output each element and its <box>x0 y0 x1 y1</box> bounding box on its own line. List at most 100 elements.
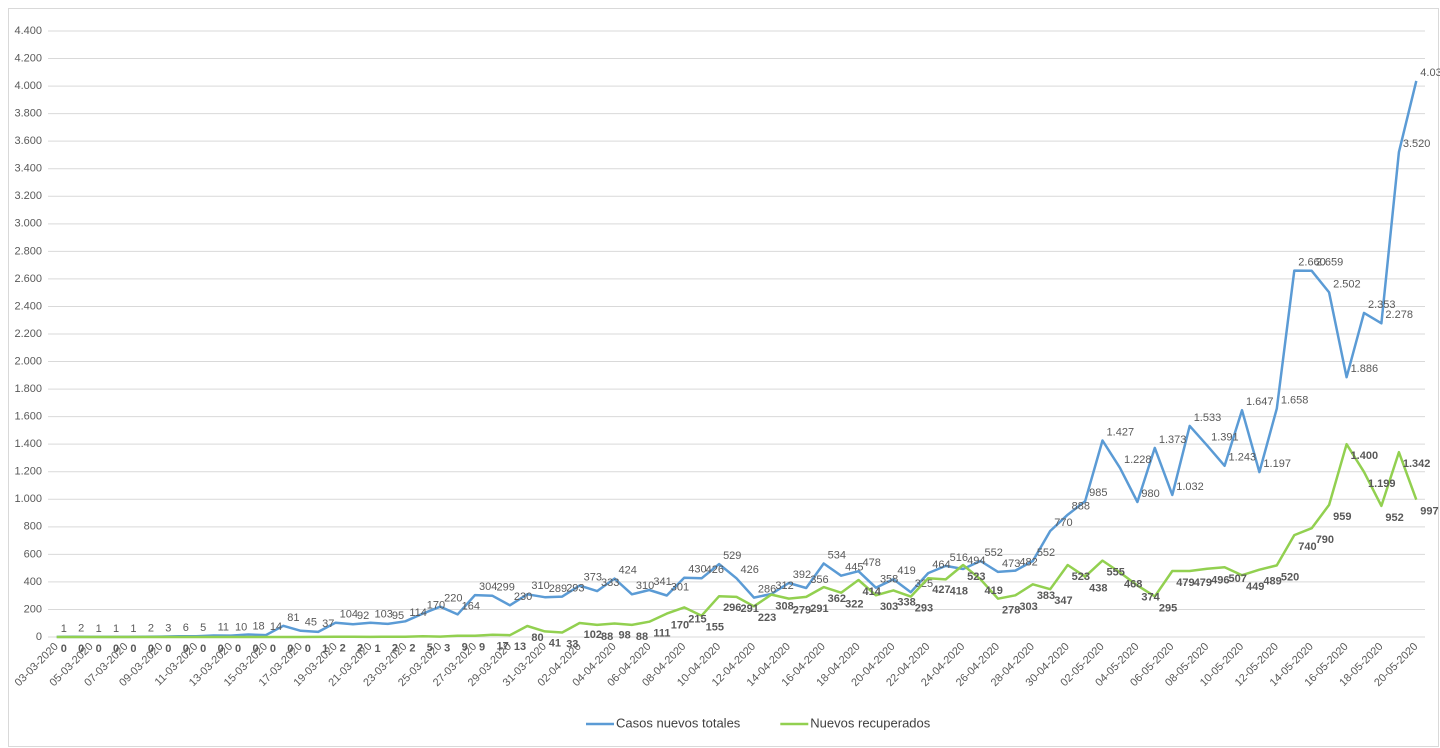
data-label: 356 <box>810 574 828 586</box>
data-label: 1 <box>322 643 328 655</box>
data-label: 164 <box>462 600 480 612</box>
y-tick-label: 3.000 <box>14 218 42 230</box>
data-label: 1.373 <box>1159 434 1187 446</box>
data-label: 304 <box>479 581 497 593</box>
data-label: 303 <box>880 601 898 613</box>
data-label: 114 <box>409 607 427 619</box>
data-label: 496 <box>1211 575 1229 587</box>
legend-label: Casos nuevos totales <box>616 715 741 730</box>
data-label: 308 <box>775 600 793 612</box>
data-label: 293 <box>566 583 584 595</box>
y-tick-label: 3.400 <box>14 163 42 175</box>
data-label: 740 <box>1298 541 1316 553</box>
y-tick-label: 400 <box>24 576 42 588</box>
data-label: 373 <box>584 572 602 584</box>
data-label: 473 <box>1002 558 1020 570</box>
data-label: 464 <box>932 559 950 571</box>
data-label: 2 <box>392 643 398 655</box>
data-label: 516 <box>950 552 968 564</box>
data-label: 2.278 <box>1385 309 1413 321</box>
data-label: 2.502 <box>1333 278 1361 290</box>
data-label: 479 <box>1176 577 1194 589</box>
data-label: 523 <box>967 571 985 583</box>
data-label: 520 <box>1281 571 1299 583</box>
data-label: 347 <box>1054 595 1072 607</box>
data-label: 310 <box>636 580 654 592</box>
data-label: 426 <box>741 564 759 576</box>
data-label: 1.886 <box>1351 363 1379 375</box>
data-label: 295 <box>1159 602 1177 614</box>
data-label: 0 <box>183 643 189 655</box>
data-label: 419 <box>897 565 915 577</box>
data-label: 2 <box>357 643 363 655</box>
data-label: 92 <box>357 610 369 622</box>
data-label: 1.342 <box>1403 458 1431 470</box>
data-label: 534 <box>828 549 846 561</box>
y-tick-label: 1.600 <box>14 411 42 423</box>
y-tick-label: 200 <box>24 603 42 615</box>
data-label: 2 <box>78 623 84 635</box>
data-label: 419 <box>985 585 1003 597</box>
data-label: 0 <box>96 643 102 655</box>
data-label: 1.032 <box>1176 481 1204 493</box>
series-line <box>56 80 1418 639</box>
data-label: 952 <box>1385 512 1403 524</box>
data-label: 426 <box>706 564 724 576</box>
data-label: 980 <box>1141 488 1159 500</box>
y-tick-label: 0 <box>36 631 42 643</box>
data-label: 2 <box>148 623 154 635</box>
y-tick-label: 4.400 <box>14 25 42 37</box>
data-label: 215 <box>688 613 706 625</box>
y-tick-label: 1.800 <box>14 383 42 395</box>
data-label: 1 <box>113 623 119 635</box>
data-label: 2.660 <box>1298 257 1326 269</box>
data-label: 9 <box>462 642 468 654</box>
data-label: 17 <box>496 641 508 653</box>
data-label: 507 <box>1229 573 1247 585</box>
data-label: 98 <box>618 629 630 641</box>
data-label: 1.228 <box>1124 454 1152 466</box>
data-label: 95 <box>392 610 404 622</box>
data-label: 424 <box>618 565 636 577</box>
data-label: 427 <box>932 584 950 596</box>
data-label: 478 <box>863 557 881 569</box>
data-label: 9 <box>479 642 485 654</box>
data-label: 333 <box>601 577 619 589</box>
data-label: 296 <box>723 602 741 614</box>
series-line <box>56 442 1418 639</box>
data-label: 170 <box>671 619 689 631</box>
data-label: 1.199 <box>1368 478 1396 490</box>
data-label: 0 <box>61 643 67 655</box>
data-label: 111 <box>653 628 670 640</box>
data-label: 102 <box>584 629 602 641</box>
data-label: 291 <box>810 603 828 615</box>
data-label: 45 <box>305 617 317 629</box>
data-label: 552 <box>985 547 1003 559</box>
data-label: 2.353 <box>1368 299 1396 311</box>
data-label: 1.427 <box>1107 426 1135 438</box>
data-label: 0 <box>200 643 206 655</box>
data-label: 468 <box>1124 578 1142 590</box>
y-tick-label: 2.000 <box>14 355 42 367</box>
y-tick-label: 1.200 <box>14 466 42 478</box>
data-label: 286 <box>758 584 776 596</box>
data-label: 374 <box>1141 591 1160 603</box>
data-label: 529 <box>723 550 741 562</box>
data-label: 341 <box>653 576 671 588</box>
data-label: 104 <box>340 609 358 621</box>
data-label: 494 <box>967 555 985 567</box>
data-label: 1 <box>96 623 102 635</box>
y-tick-label: 800 <box>24 521 42 533</box>
data-label: 33 <box>566 638 578 650</box>
data-label: 279 <box>793 604 811 616</box>
data-label: 5 <box>200 622 206 634</box>
data-label: 278 <box>1002 605 1020 617</box>
data-label: 888 <box>1072 501 1090 513</box>
data-label: 1 <box>374 643 380 655</box>
data-label: 482 <box>1019 557 1037 569</box>
data-label: 301 <box>671 581 689 593</box>
data-label: 0 <box>235 643 241 655</box>
y-tick-label: 4.000 <box>14 80 42 92</box>
